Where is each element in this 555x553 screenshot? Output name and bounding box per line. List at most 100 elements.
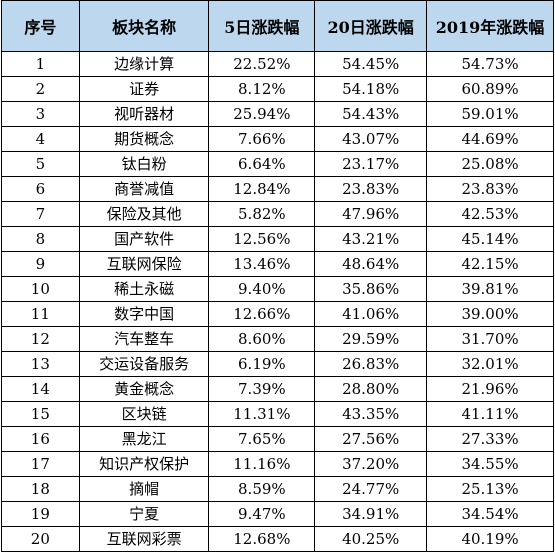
cell-20day-change: 54.45%: [314, 51, 428, 77]
cell-5day-change: 13.46%: [208, 251, 316, 277]
cell-index: 13: [1, 351, 80, 377]
cell-5day-change: 12.84%: [208, 176, 316, 202]
table-row: 14 黄金概念 7.39% 28.80% 21.96%: [1, 376, 554, 402]
cell-sector-name: 证券: [78, 76, 210, 102]
cell-2019-change: 39.00%: [426, 301, 554, 327]
cell-2019-change: 34.55%: [426, 451, 554, 477]
cell-sector-name: 视听器材: [78, 101, 210, 127]
cell-2019-change: 44.69%: [426, 126, 554, 152]
cell-20day-change: 27.56%: [314, 426, 428, 452]
cell-20day-change: 29.59%: [314, 326, 428, 352]
cell-2019-change: 25.08%: [426, 151, 554, 177]
cell-2019-change: 42.53%: [426, 201, 554, 227]
cell-index: 19: [1, 501, 80, 527]
cell-2019-change: 54.73%: [426, 51, 554, 77]
cell-2019-change: 31.70%: [426, 326, 554, 352]
cell-5day-change: 9.47%: [208, 501, 316, 527]
cell-sector-name: 商誉减值: [78, 176, 210, 202]
table-row: 16 黑龙江 7.65% 27.56% 27.33%: [1, 426, 554, 452]
cell-sector-name: 边缘计算: [78, 51, 210, 77]
cell-sector-name: 互联网保险: [78, 251, 210, 277]
header-row: 序号 板块名称 5日涨跌幅 20日涨跌幅 2019年涨跌幅: [1, 0, 554, 52]
cell-sector-name: 黄金概念: [78, 376, 210, 402]
cell-index: 7: [1, 201, 80, 227]
cell-sector-name: 数字中国: [78, 301, 210, 327]
table-row: 11 数字中国 12.66% 41.06% 39.00%: [1, 301, 554, 327]
cell-sector-name: 汽车整车: [78, 326, 210, 352]
header-5day-change: 5日涨跌幅: [208, 0, 316, 52]
table-row: 18 摘帽 8.59% 24.77% 25.13%: [1, 476, 554, 502]
cell-5day-change: 22.52%: [208, 51, 316, 77]
cell-5day-change: 5.82%: [208, 201, 316, 227]
cell-2019-change: 60.89%: [426, 76, 554, 102]
cell-2019-change: 41.11%: [426, 401, 554, 427]
table-row: 3 视听器材 25.94% 54.43% 59.01%: [1, 101, 554, 127]
cell-5day-change: 12.56%: [208, 226, 316, 252]
header-20day-change: 20日涨跌幅: [314, 0, 428, 52]
cell-5day-change: 6.19%: [208, 351, 316, 377]
cell-2019-change: 39.81%: [426, 276, 554, 302]
cell-5day-change: 8.12%: [208, 76, 316, 102]
table-row: 15 区块链 11.31% 43.35% 41.11%: [1, 401, 554, 427]
table-row: 4 期货概念 7.66% 43.07% 44.69%: [1, 126, 554, 152]
table-row: 6 商誉减值 12.84% 23.83% 23.83%: [1, 176, 554, 202]
cell-20day-change: 54.43%: [314, 101, 428, 127]
cell-5day-change: 12.68%: [208, 526, 316, 552]
cell-2019-change: 23.83%: [426, 176, 554, 202]
cell-20day-change: 35.86%: [314, 276, 428, 302]
cell-sector-name: 区块链: [78, 401, 210, 427]
cell-index: 4: [1, 126, 80, 152]
cell-20day-change: 37.20%: [314, 451, 428, 477]
table-row: 13 交运设备服务 6.19% 26.83% 32.01%: [1, 351, 554, 377]
cell-20day-change: 34.91%: [314, 501, 428, 527]
cell-sector-name: 宁夏: [78, 501, 210, 527]
cell-index: 5: [1, 151, 80, 177]
cell-20day-change: 24.77%: [314, 476, 428, 502]
table-row: 8 国产软件 12.56% 43.21% 45.14%: [1, 226, 554, 252]
cell-20day-change: 23.17%: [314, 151, 428, 177]
cell-index: 20: [1, 526, 80, 552]
table-row: 5 钛白粉 6.64% 23.17% 25.08%: [1, 151, 554, 177]
cell-index: 10: [1, 276, 80, 302]
table-row: 1 边缘计算 22.52% 54.45% 54.73%: [1, 51, 554, 77]
cell-sector-name: 稀土永磁: [78, 276, 210, 302]
cell-index: 15: [1, 401, 80, 427]
cell-20day-change: 43.35%: [314, 401, 428, 427]
cell-5day-change: 7.66%: [208, 126, 316, 152]
cell-sector-name: 期货概念: [78, 126, 210, 152]
cell-2019-change: 42.15%: [426, 251, 554, 277]
table-row: 9 互联网保险 13.46% 48.64% 42.15%: [1, 251, 554, 277]
table-row: 19 宁夏 9.47% 34.91% 34.54%: [1, 501, 554, 527]
table-row: 2 证券 8.12% 54.18% 60.89%: [1, 76, 554, 102]
table-row: 7 保险及其他 5.82% 47.96% 42.53%: [1, 201, 554, 227]
cell-20day-change: 43.21%: [314, 226, 428, 252]
table-row: 10 稀土永磁 9.40% 35.86% 39.81%: [1, 276, 554, 302]
cell-index: 17: [1, 451, 80, 477]
cell-5day-change: 6.64%: [208, 151, 316, 177]
cell-sector-name: 钛白粉: [78, 151, 210, 177]
cell-2019-change: 25.13%: [426, 476, 554, 502]
cell-5day-change: 8.59%: [208, 476, 316, 502]
cell-index: 14: [1, 376, 80, 402]
cell-index: 12: [1, 326, 80, 352]
cell-sector-name: 互联网彩票: [78, 526, 210, 552]
cell-index: 6: [1, 176, 80, 202]
table-row: 20 互联网彩票 12.68% 40.25% 40.19%: [1, 526, 554, 552]
cell-5day-change: 11.16%: [208, 451, 316, 477]
cell-index: 1: [1, 51, 80, 77]
cell-index: 18: [1, 476, 80, 502]
cell-20day-change: 26.83%: [314, 351, 428, 377]
header-index: 序号: [1, 0, 80, 52]
cell-5day-change: 11.31%: [208, 401, 316, 427]
cell-index: 16: [1, 426, 80, 452]
cell-2019-change: 40.19%: [426, 526, 554, 552]
cell-2019-change: 34.54%: [426, 501, 554, 527]
cell-index: 9: [1, 251, 80, 277]
cell-sector-name: 知识产权保护: [78, 451, 210, 477]
cell-index: 2: [1, 76, 80, 102]
cell-20day-change: 41.06%: [314, 301, 428, 327]
cell-sector-name: 保险及其他: [78, 201, 210, 227]
cell-sector-name: 摘帽: [78, 476, 210, 502]
cell-2019-change: 21.96%: [426, 376, 554, 402]
